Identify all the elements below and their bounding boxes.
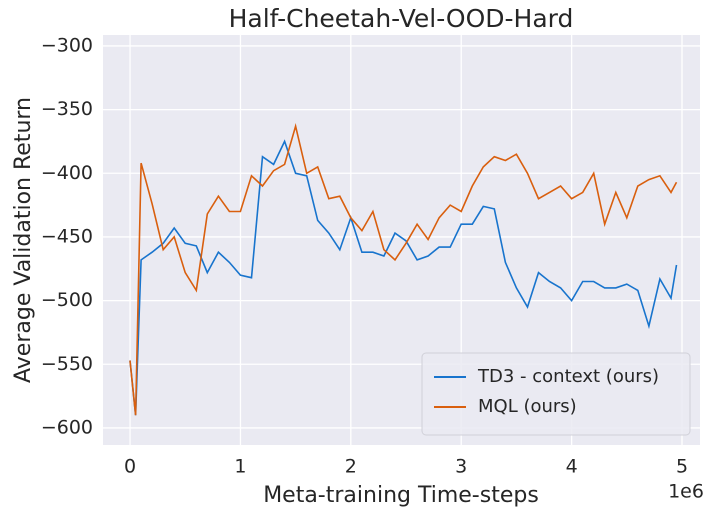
legend-label: MQL (ours) xyxy=(478,396,577,417)
x-tick-label: 4 xyxy=(566,456,578,478)
y-axis-label: Average Validation Return xyxy=(11,97,36,383)
x-offset-label: 1e6 xyxy=(668,481,704,503)
x-tick-label: 5 xyxy=(676,456,688,478)
series-line xyxy=(129,123,678,416)
x-tick-label: 1 xyxy=(234,456,246,478)
y-tick-label: −400 xyxy=(41,162,93,184)
y-tick-label: −600 xyxy=(41,416,93,438)
y-tick-label: −450 xyxy=(41,225,93,247)
marks xyxy=(129,123,678,416)
legend-label: TD3 - context (ours) xyxy=(477,366,659,387)
series-line xyxy=(129,139,678,416)
x-axis-label: Meta-training Time-steps xyxy=(263,483,539,508)
y-tick-label: −300 xyxy=(41,34,93,56)
y-tick-label: −350 xyxy=(41,98,93,120)
y-tick-label: −550 xyxy=(41,353,93,375)
x-tick-label: 2 xyxy=(345,456,357,478)
x-tick-label: 0 xyxy=(124,456,136,478)
y-tick-label: −500 xyxy=(41,289,93,311)
x-tick-label: 3 xyxy=(455,456,467,478)
legend: TD3 - context (ours) MQL (ours) xyxy=(421,352,691,436)
legend-box xyxy=(421,352,691,436)
chart-title: Half-Cheetah-Vel-OOD-Hard xyxy=(229,4,574,33)
